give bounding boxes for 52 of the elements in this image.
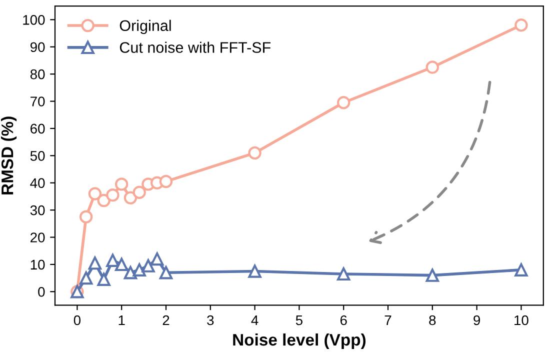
y-tick-label: 10 <box>30 260 45 270</box>
x-axis-title: Noise level (Vpp) <box>233 333 366 349</box>
point <box>426 268 439 282</box>
point <box>337 96 350 110</box>
y-tick-label: 60 <box>30 124 45 134</box>
y-tick-label: 80 <box>30 69 45 80</box>
x-tick-label: 9 <box>474 315 480 326</box>
y-tick-label: 40 <box>30 178 45 188</box>
point <box>132 186 146 199</box>
y-tick-label: 50 <box>30 150 45 161</box>
point <box>115 178 128 191</box>
point <box>124 191 138 204</box>
point <box>514 263 528 276</box>
x-tick-label: 4 <box>251 315 258 326</box>
point <box>132 263 146 276</box>
y-tick-label: 100 <box>23 15 45 25</box>
y-tick-label: 90 <box>30 42 45 52</box>
point <box>124 266 138 280</box>
point <box>248 146 262 160</box>
point <box>248 264 262 278</box>
legend-label: Cut noise with FFT-SF <box>120 42 271 53</box>
y-tick-label: 70 <box>30 96 45 106</box>
point <box>150 252 164 266</box>
x-tick-label: 1 <box>118 315 125 326</box>
x-tick-label: 5 <box>296 315 302 326</box>
x-tick-label: 3 <box>207 315 214 326</box>
y-tick-label: 20 <box>30 232 45 242</box>
point <box>79 271 93 285</box>
point <box>142 259 155 272</box>
x-tick-label: 6 <box>340 315 347 326</box>
x-tick-label: 10 <box>514 315 528 326</box>
point <box>426 60 439 74</box>
x-tick-label: 0 <box>74 315 81 326</box>
x-tick-label: 7 <box>384 315 392 326</box>
x-tick-label: 8 <box>429 315 436 326</box>
point <box>115 258 128 272</box>
point <box>159 174 173 188</box>
point <box>337 267 350 281</box>
point <box>106 254 120 267</box>
x-tick-label: 2 <box>162 315 170 326</box>
point <box>97 272 110 286</box>
y-tick-label: 0 <box>38 286 45 297</box>
y-tick-label: 30 <box>30 205 45 216</box>
point <box>159 266 173 280</box>
legend-label: Original <box>120 20 171 34</box>
point <box>106 188 120 202</box>
point <box>88 187 102 200</box>
y-axis-title: RMSD (%) <box>1 116 17 194</box>
point <box>79 210 93 224</box>
point <box>88 256 102 270</box>
point <box>514 18 528 32</box>
point <box>97 194 110 208</box>
